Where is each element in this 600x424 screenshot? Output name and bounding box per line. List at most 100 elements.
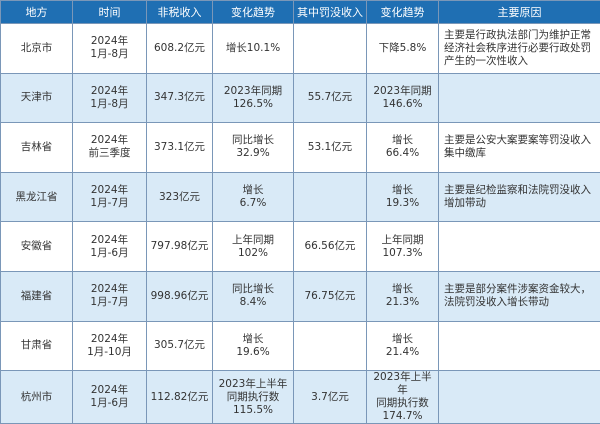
cell-region: 甘肃省 xyxy=(1,321,73,371)
cell-period-line: 2024年 xyxy=(76,184,143,197)
cell-main-reason-line: 产生的一次性收入 xyxy=(444,55,597,68)
cell-fine-trend-line: 下降5.8% xyxy=(370,42,435,55)
cell-main-reason xyxy=(439,371,600,424)
cell-period-line: 2024年 xyxy=(76,134,143,147)
cell-main-reason: 主要是部分案件涉案资金较大，法院罚没收入增长带动 xyxy=(439,271,600,321)
cell-main-reason-line: 主要是部分案件涉案资金较大， xyxy=(444,283,597,296)
cell-region: 天津市 xyxy=(1,73,73,123)
cell-fine-revenue: 53.1亿元 xyxy=(294,123,367,173)
cell-trend-line: 8.4% xyxy=(216,296,290,309)
cell-region: 杭州市 xyxy=(1,371,73,424)
cell-fine-trend: 下降5.8% xyxy=(367,24,439,74)
cell-fine-trend-line: 同期执行数 xyxy=(370,397,435,410)
cell-region: 黑龙江省 xyxy=(1,172,73,222)
cell-region: 北京市 xyxy=(1,24,73,74)
cell-main-reason-line: 集中缴库 xyxy=(444,147,597,160)
cell-trend-line: 32.9% xyxy=(216,147,290,160)
cell-trend: 增长10.1% xyxy=(213,24,294,74)
cell-main-reason-line: 主要是行政执法部门为维护正常 xyxy=(444,29,597,42)
cell-trend-line: 102% xyxy=(216,247,290,260)
cell-fine-revenue xyxy=(294,24,367,74)
cell-nontax-revenue: 608.2亿元 xyxy=(147,24,213,74)
cell-period-line: 1月-6月 xyxy=(76,247,143,260)
header-trend: 变化趋势 xyxy=(213,1,294,24)
cell-fine-trend-line: 2023年上半年 xyxy=(370,371,435,397)
cell-trend-line: 2023年同期 xyxy=(216,85,290,98)
cell-fine-revenue: 55.7亿元 xyxy=(294,73,367,123)
cell-fine-trend-line: 上年同期 xyxy=(370,234,435,247)
cell-period-line: 1月-8月 xyxy=(76,48,143,61)
cell-nontax-revenue: 305.7亿元 xyxy=(147,321,213,371)
cell-nontax-revenue: 323亿元 xyxy=(147,172,213,222)
cell-fine-trend-line: 增长 xyxy=(370,134,435,147)
cell-trend-line: 6.7% xyxy=(216,197,290,210)
cell-period-line: 2024年 xyxy=(76,333,143,346)
cell-trend-line: 19.6% xyxy=(216,346,290,359)
cell-fine-trend-line: 146.6% xyxy=(370,98,435,111)
cell-trend-line: 增长10.1% xyxy=(216,42,290,55)
header-period: 时间 xyxy=(73,1,147,24)
cell-nontax-revenue: 112.82亿元 xyxy=(147,371,213,424)
cell-trend-line: 同比增长 xyxy=(216,283,290,296)
cell-period: 2024年前三季度 xyxy=(73,123,147,173)
cell-period-line: 2024年 xyxy=(76,384,143,397)
cell-main-reason-line: 增加带动 xyxy=(444,197,597,210)
cell-period-line: 2024年 xyxy=(76,35,143,48)
cell-trend-line: 同比增长 xyxy=(216,134,290,147)
cell-trend-line: 增长 xyxy=(216,333,290,346)
cell-period-line: 1月-8月 xyxy=(76,98,143,111)
cell-nontax-revenue: 998.96亿元 xyxy=(147,271,213,321)
cell-main-reason: 主要是纪检监察和法院罚没收入增加带动 xyxy=(439,172,600,222)
cell-trend-line: 2023年上半年 xyxy=(216,378,290,391)
header-fine-revenue: 其中罚没收入 xyxy=(294,1,367,24)
cell-main-reason: 主要是公安大案要案等罚没收入集中缴库 xyxy=(439,123,600,173)
header-fine-trend: 变化趋势 xyxy=(367,1,439,24)
cell-nontax-revenue: 797.98亿元 xyxy=(147,222,213,272)
header-region: 地方 xyxy=(1,1,73,24)
cell-fine-revenue xyxy=(294,321,367,371)
cell-period-line: 2024年 xyxy=(76,234,143,247)
header-row: 地方 时间 非税收入 变化趋势 其中罚没收入 变化趋势 主要原因 xyxy=(1,1,600,24)
header-nontax-revenue: 非税收入 xyxy=(147,1,213,24)
cell-main-reason-line: 主要是公安大案要案等罚没收入 xyxy=(444,134,597,147)
cell-nontax-revenue: 373.1亿元 xyxy=(147,123,213,173)
cell-fine-revenue xyxy=(294,172,367,222)
cell-main-reason-line: 主要是纪检监察和法院罚没收入 xyxy=(444,184,597,197)
cell-fine-trend-line: 174.7% xyxy=(370,410,435,423)
cell-period-line: 1月-7月 xyxy=(76,197,143,210)
cell-main-reason: 主要是行政执法部门为维护正常经济社会秩序进行必要行政处罚产生的一次性收入 xyxy=(439,24,600,74)
cell-period-line: 1月-6月 xyxy=(76,397,143,410)
cell-period-line: 2024年 xyxy=(76,283,143,296)
header-main-reason: 主要原因 xyxy=(439,1,600,24)
cell-fine-trend-line: 21.4% xyxy=(370,346,435,359)
cell-fine-revenue: 3.7亿元 xyxy=(294,371,367,424)
cell-fine-trend-line: 21.3% xyxy=(370,296,435,309)
cell-trend-line: 增长 xyxy=(216,184,290,197)
cell-fine-revenue: 76.75亿元 xyxy=(294,271,367,321)
